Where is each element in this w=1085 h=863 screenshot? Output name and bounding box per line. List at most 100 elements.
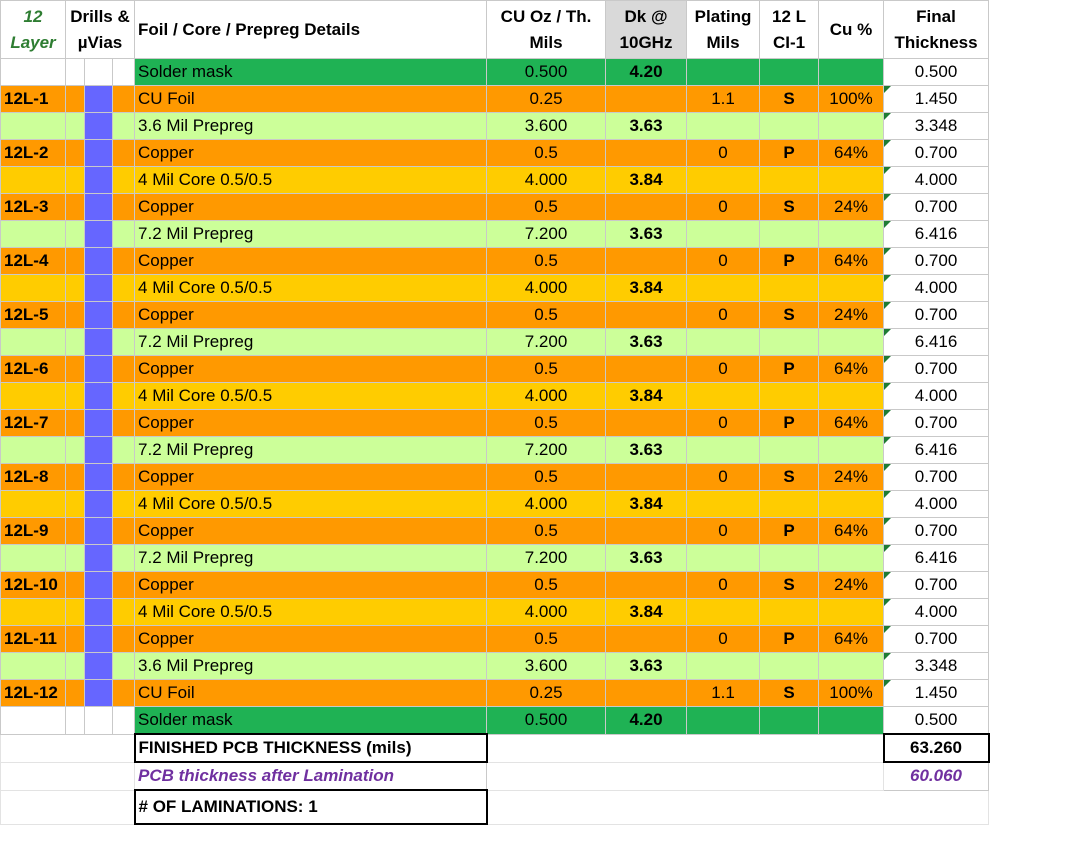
plating-value <box>686 220 761 248</box>
layer-name: 12L-12 <box>0 679 66 707</box>
cu-percent: 24% <box>818 571 885 599</box>
lamination-label: PCB thickness after Lamination <box>134 761 488 791</box>
layer-name <box>0 436 66 464</box>
drill-cell <box>111 463 136 491</box>
drill-cell <box>65 193 85 221</box>
layer-detail: 4 Mil Core 0.5/0.5 <box>134 274 488 302</box>
cu-thickness: 4.000 <box>486 274 607 302</box>
final-thickness: 4.000 <box>883 598 990 626</box>
cu-thickness: 0.500 <box>486 706 607 735</box>
drill-cell <box>65 85 85 113</box>
layer-detail: CU Foil <box>134 85 488 113</box>
drill-cell <box>65 598 85 626</box>
stackup-row: 3.6 Mil Prepreg 3.600 3.63 3.348 <box>0 652 990 680</box>
stackup-row: 7.2 Mil Prepreg 7.200 3.63 6.416 <box>0 436 990 464</box>
plating-value: 0 <box>686 193 761 221</box>
plating-value <box>686 58 761 86</box>
blank-cell <box>486 761 885 791</box>
drill-cell <box>111 598 136 626</box>
via-cell <box>84 409 113 437</box>
finished-row: FINISHED PCB THICKNESS (mils) 63.260 <box>0 733 990 763</box>
via-cell <box>84 706 113 735</box>
layer-detail: Copper <box>134 571 488 599</box>
plating-value: 0 <box>686 355 761 383</box>
layer-detail: 4 Mil Core 0.5/0.5 <box>134 166 488 194</box>
layer-detail: Copper <box>134 139 488 167</box>
drill-cell <box>111 139 136 167</box>
cu-thickness: 4.000 <box>486 598 607 626</box>
stackup-row: 12L-7 Copper 0.5 0 P 64% 0.700 <box>0 409 990 437</box>
dk-value: 3.84 <box>605 598 688 626</box>
layer-name: 12L-1 <box>0 85 66 113</box>
header-details: Foil / Core / Prepreg Details <box>134 0 488 59</box>
drill-cell <box>65 274 85 302</box>
stackup-row: 12L-4 Copper 0.5 0 P 64% 0.700 <box>0 247 990 275</box>
ci-value <box>759 58 820 86</box>
ci-value: P <box>759 355 820 383</box>
via-cell <box>84 112 113 140</box>
cu-thickness: 4.000 <box>486 490 607 518</box>
cu-thickness: 7.200 <box>486 328 607 356</box>
dk-value: 3.63 <box>605 220 688 248</box>
cu-thickness: 0.5 <box>486 355 607 383</box>
drill-cell <box>65 463 85 491</box>
cu-thickness: 0.5 <box>486 625 607 653</box>
stackup-row: 12L-2 Copper 0.5 0 P 64% 0.700 <box>0 139 990 167</box>
plating-value <box>686 652 761 680</box>
cu-percent: 100% <box>818 679 885 707</box>
layer-name: 12L-6 <box>0 355 66 383</box>
cu-thickness: 0.5 <box>486 517 607 545</box>
plating-value <box>686 598 761 626</box>
ci-value <box>759 220 820 248</box>
plating-value <box>686 436 761 464</box>
drill-cell <box>111 625 136 653</box>
ci-value <box>759 166 820 194</box>
ci-value <box>759 112 820 140</box>
final-thickness: 0.700 <box>883 409 990 437</box>
cu-percent: 64% <box>818 625 885 653</box>
stackup-row: 7.2 Mil Prepreg 7.200 3.63 6.416 <box>0 544 990 572</box>
blank-cell <box>0 761 136 791</box>
drill-cell <box>111 85 136 113</box>
header-cu-cell: CU Oz / Th. Mils <box>486 0 607 59</box>
drill-cell <box>65 436 85 464</box>
layer-detail: Copper <box>134 409 488 437</box>
drill-cell <box>65 652 85 680</box>
ci-value: S <box>759 301 820 329</box>
drill-cell <box>111 301 136 329</box>
ci-value: P <box>759 625 820 653</box>
stackup-row: 12L-11 Copper 0.5 0 P 64% 0.700 <box>0 625 990 653</box>
stackup-row: 3.6 Mil Prepreg 3.600 3.63 3.348 <box>0 112 990 140</box>
cu-percent: 24% <box>818 463 885 491</box>
via-cell <box>84 625 113 653</box>
stackup-row: 4 Mil Core 0.5/0.5 4.000 3.84 4.000 <box>0 490 990 518</box>
dk-value: 3.84 <box>605 166 688 194</box>
via-cell <box>84 220 113 248</box>
cu-percent <box>818 166 885 194</box>
ci-value <box>759 382 820 410</box>
header-drills-line1: Drills & <box>70 6 130 26</box>
drill-cell <box>111 112 136 140</box>
dk-value <box>605 625 688 653</box>
ci-value <box>759 652 820 680</box>
drill-cell <box>111 706 136 735</box>
final-thickness: 3.348 <box>883 112 990 140</box>
blank-cell <box>0 789 136 825</box>
via-cell <box>84 382 113 410</box>
drill-cell <box>65 517 85 545</box>
final-thickness: 0.700 <box>883 193 990 221</box>
layer-name: 12L-11 <box>0 625 66 653</box>
cu-percent <box>818 436 885 464</box>
header-final-cell: Final Thickness <box>883 0 990 59</box>
dk-value: 3.63 <box>605 328 688 356</box>
header-cupct: Cu % <box>818 0 885 59</box>
layer-name: 12L-2 <box>0 139 66 167</box>
layer-name: 12L-10 <box>0 571 66 599</box>
dk-value <box>605 517 688 545</box>
header-row: 12 Layer Drills & µVias Foil / Core / Pr… <box>0 0 990 59</box>
header-drills-line2: µVias <box>77 32 123 52</box>
drill-cell <box>65 112 85 140</box>
blank-cell <box>0 733 136 763</box>
cu-thickness: 0.5 <box>486 409 607 437</box>
drill-cell <box>111 382 136 410</box>
